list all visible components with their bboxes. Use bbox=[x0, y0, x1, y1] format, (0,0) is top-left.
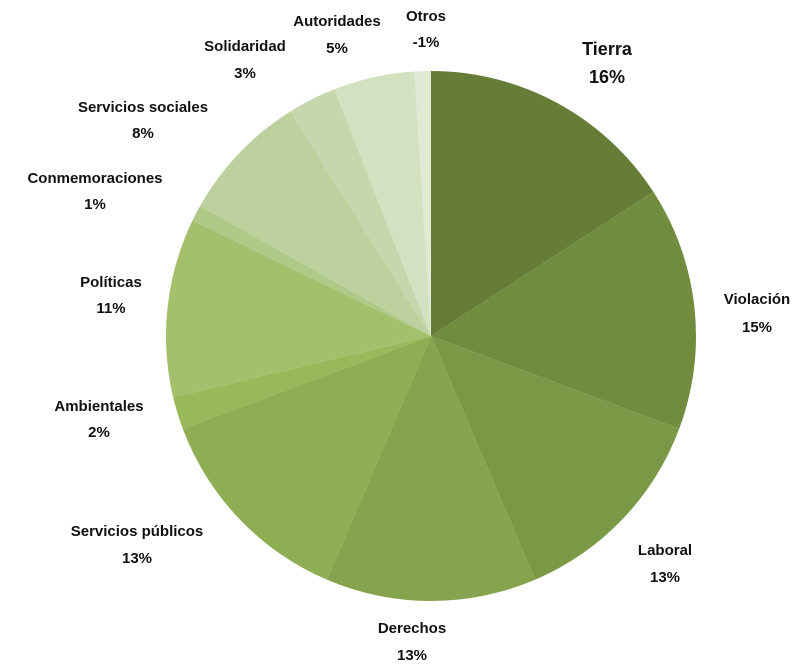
pie-slice bbox=[414, 71, 431, 336]
slice-label: 15% bbox=[742, 319, 772, 336]
slice-name: Otros bbox=[406, 8, 446, 25]
slice-name: Laboral bbox=[638, 542, 692, 559]
slice-name: Autoridades bbox=[293, 13, 381, 30]
slice-label: 11% bbox=[96, 300, 125, 317]
pie-slice bbox=[166, 220, 432, 398]
slice-label: -1% bbox=[413, 34, 440, 51]
pie-slice bbox=[290, 89, 431, 336]
pie-slice bbox=[431, 191, 696, 429]
pie-slice bbox=[334, 71, 431, 336]
slice-name: Servicios públicos bbox=[71, 523, 204, 540]
slice-name: Tierra bbox=[582, 39, 633, 59]
slice-label: 5% bbox=[326, 40, 348, 57]
pie-slice bbox=[200, 111, 431, 336]
slice-name: Servicios sociales bbox=[78, 99, 208, 116]
pie-slice bbox=[326, 336, 536, 602]
slice-label: 16% bbox=[589, 67, 625, 87]
slice-name: Violación bbox=[724, 291, 790, 308]
pie-slice bbox=[192, 205, 431, 336]
pie-slice bbox=[431, 71, 654, 336]
slice-label: 8% bbox=[132, 125, 154, 142]
slice-name: Ambientales bbox=[54, 398, 143, 415]
slice-label: 3% bbox=[234, 65, 256, 82]
pie-slice bbox=[182, 336, 431, 580]
slice-label: 2% bbox=[88, 424, 110, 441]
pie-slice bbox=[173, 336, 432, 429]
slice-name: Derechos bbox=[378, 620, 446, 637]
slice-label: 13% bbox=[122, 550, 152, 567]
pie-slice bbox=[431, 336, 680, 580]
slice-label: 13% bbox=[397, 647, 427, 664]
slice-name: Políticas bbox=[80, 274, 142, 291]
slice-label: 13% bbox=[650, 569, 680, 586]
slice-label: 1% bbox=[84, 196, 106, 213]
slice-name: Solidaridad bbox=[204, 38, 286, 55]
slice-name: Conmemoraciones bbox=[27, 170, 162, 187]
